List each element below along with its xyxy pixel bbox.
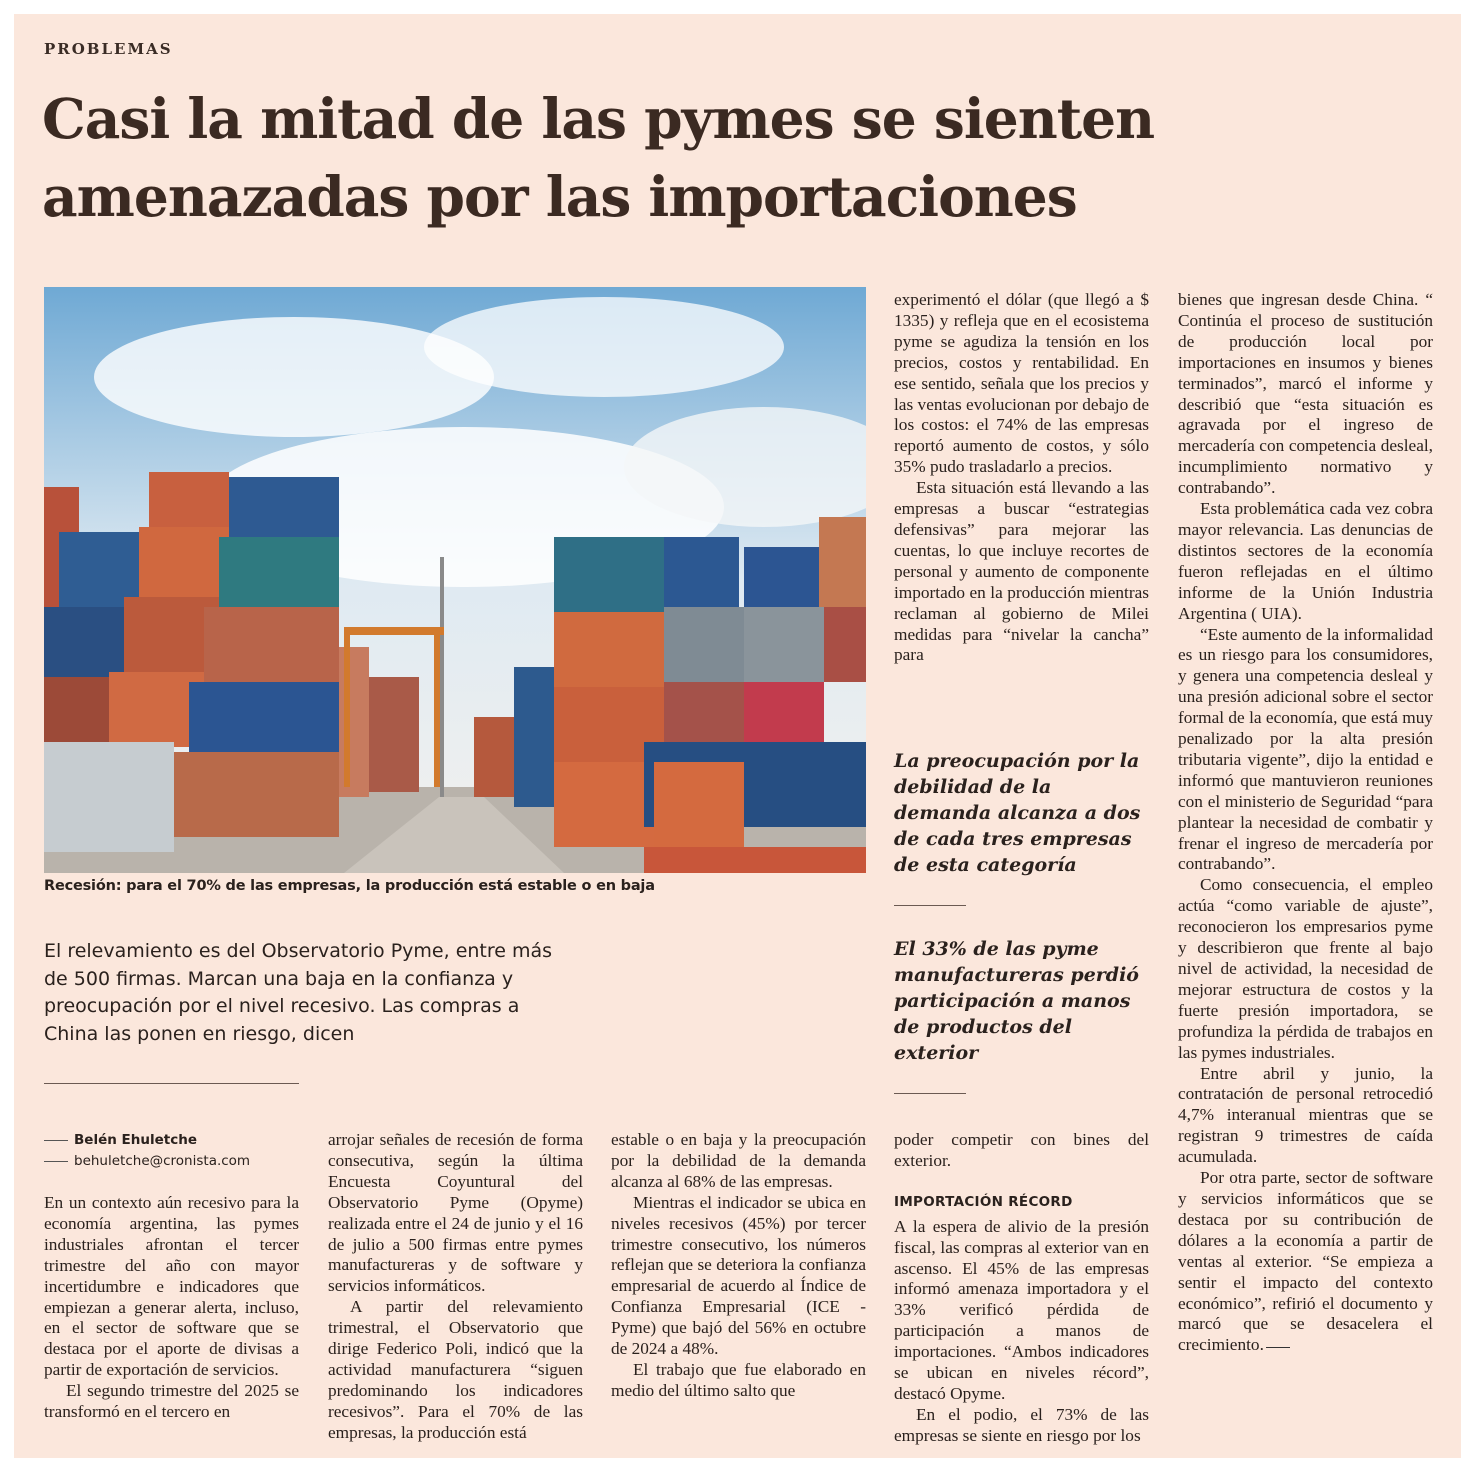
paragraph: Entre abril y junio, la contratación de … [1178,1063,1433,1167]
paragraph: estable o en baja y la preocupación por … [611,1130,866,1191]
author-email[interactable]: behuletche@cronista.com [74,1153,251,1169]
newspaper-page: PROBLEMAS Casi la mitad de las pymes se … [14,14,1461,1458]
byline: Belén Ehuletche behuletche@cronista.com [44,1130,299,1172]
pull-quote: La preocupación por la debilidad de la d… [894,750,1141,876]
byline-dash [44,1140,68,1141]
subheading: IMPORTACIÓN RÉCORD [894,1193,1073,1210]
paragraph: El trabajo que fue elaborado en medio de… [611,1359,866,1400]
byline-dash [44,1161,68,1162]
paragraph: poder competir con bines del exterior. [894,1130,1149,1170]
article-deck: El relevamiento es del Observatorio Pyme… [44,940,553,1045]
divider [894,905,966,906]
article-column-2: arrojar señales de recesión de forma con… [328,1130,583,1444]
port-containers-image [44,287,866,873]
paragraph: A partir del relevamiento trimestral, el… [328,1297,583,1442]
article-column-3: estable o en baja y la preocupación por … [611,1130,866,1402]
paragraph: En el podio, el 73% de las empresas se s… [894,1404,1149,1445]
article-column-4-top: experimentó el dólar (que llegó a $ 1335… [894,290,1149,666]
article-column-4-bottom: poder competir con bines del exterior. I… [894,1130,1149,1447]
paragraph: experimentó el dólar (que llegó a $ 1335… [894,290,1149,477]
paragraph: bienes que ingresan desde China. “ Conti… [1178,290,1433,498]
paragraph: En un contexto aún recesivo para la econ… [44,1193,299,1380]
photo-caption: Recesión: para el 70% de las empresas, l… [44,878,655,894]
divider [894,1093,966,1094]
paragraph: Por otra parte, sector de software y ser… [1178,1168,1433,1356]
paragraph: Esta problemática cada vez cobra mayor r… [1178,499,1433,623]
paragraph: “Este aumento de la informalidad es un r… [1178,624,1433,874]
divider [44,1083,299,1084]
end-mark [1265,1347,1290,1349]
paragraph: A la espera de alivio de la presión fisc… [894,1216,1149,1403]
pull-quote: El 33% de las pyme manufactureras perdió… [894,938,1139,1064]
article-column-1: Belén Ehuletche behuletche@cronista.com … [44,1130,299,1423]
final-paragraph-text: Por otra parte, sector de software y ser… [1178,1168,1433,1355]
paragraph: Esta situación está llevando a las empre… [894,478,1149,665]
paragraph: El segundo trimestre del 2025 se transfo… [44,1381,299,1422]
paragraph: Como consecuencia, el empleo actúa “como… [1178,875,1433,1062]
paragraph: Mientras el indicador se ubica en nivele… [611,1192,866,1359]
paragraph: arrojar señales de recesión de forma con… [328,1130,583,1296]
article-column-5: bienes que ingresan desde China. “ Conti… [1178,290,1433,1356]
section-label: PROBLEMAS [44,40,173,58]
headline: Casi la mitad de las pymes se sienten am… [42,86,1155,229]
author-name: Belén Ehuletche [74,1132,197,1148]
article-photo-containers [44,287,866,873]
